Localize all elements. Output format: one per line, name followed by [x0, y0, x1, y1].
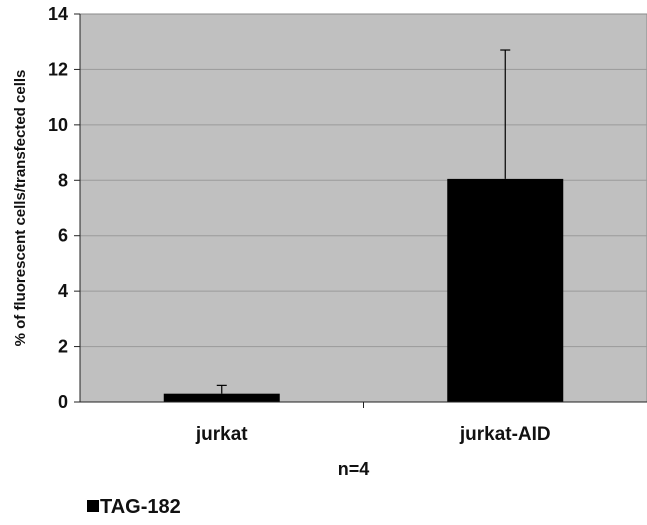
legend: TAG-182 — [87, 496, 181, 518]
legend-label: TAG-182 — [100, 496, 181, 518]
y-tick-label: 0 — [58, 392, 68, 412]
labels: 0 2 4 6 8 10 12 14 jurkat jurkat-AID — [48, 4, 551, 445]
legend-swatch — [87, 500, 99, 512]
bars — [163, 49, 564, 402]
axes — [74, 13, 647, 408]
y-tick-label: 8 — [58, 170, 68, 190]
y-tick-label: 10 — [48, 115, 68, 135]
gridlines — [80, 68, 647, 348]
x-axis-title: n=4 — [338, 459, 370, 479]
y-tick-label: 4 — [58, 281, 68, 301]
y-axis-title: % of fluorescent cells/transfected cells — [12, 70, 29, 347]
y-tick-label: 6 — [58, 226, 68, 246]
bar — [163, 393, 280, 402]
bar — [447, 178, 564, 402]
y-tick-label: 2 — [58, 337, 68, 357]
y-tick-label: 14 — [48, 4, 68, 24]
x-tick-label: jurkat — [195, 424, 248, 445]
x-tick-label: jurkat-AID — [459, 424, 551, 445]
y-tick-label: 12 — [48, 59, 68, 79]
